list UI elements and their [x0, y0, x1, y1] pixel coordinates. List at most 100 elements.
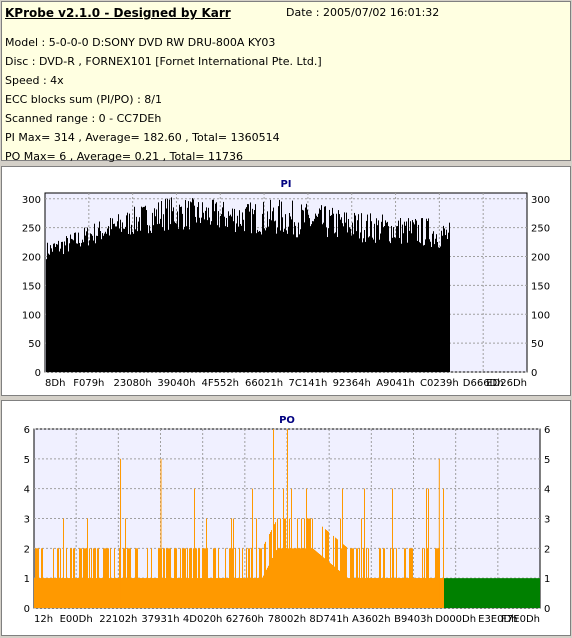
po-bar	[242, 548, 243, 608]
po-bar	[145, 578, 146, 608]
pi-bar	[348, 218, 349, 372]
pi-bar	[279, 199, 280, 372]
po-bar	[147, 548, 148, 608]
po-bar	[441, 578, 442, 608]
po-bar	[135, 548, 136, 608]
x-tick-label: 22102h	[99, 614, 137, 625]
po-bar	[206, 518, 207, 608]
po-bar	[403, 578, 404, 608]
po-bar	[426, 488, 427, 608]
po-bar	[169, 548, 170, 608]
po-bar	[409, 548, 410, 608]
pi-bar	[235, 232, 236, 372]
y-tick-label-left: 150	[22, 281, 41, 292]
pi-bar	[228, 211, 229, 372]
po-bar	[207, 548, 208, 608]
pi-bar	[124, 228, 125, 372]
po-bar	[103, 548, 104, 608]
pi-bar	[86, 231, 87, 372]
pi-bar	[351, 235, 352, 372]
po-bar	[194, 488, 195, 608]
po-bar	[178, 578, 179, 608]
pi-bar	[362, 242, 363, 372]
pi-bar	[283, 231, 284, 372]
pi-bar	[241, 225, 242, 372]
po-bar	[181, 578, 182, 608]
y-tick-label-right: 0	[531, 368, 537, 379]
pi-bar	[386, 222, 387, 372]
po-bar	[80, 548, 81, 608]
po-bar	[45, 578, 46, 608]
pi-bar	[400, 217, 401, 372]
po-bar	[406, 578, 407, 608]
po-bar	[371, 578, 372, 608]
po-bar	[408, 578, 409, 608]
po-bar	[330, 563, 331, 608]
po-bar	[315, 550, 316, 608]
pi-bar	[384, 226, 385, 372]
pi-bar	[188, 201, 189, 372]
pi-bar	[350, 228, 351, 372]
po-bar	[399, 578, 400, 608]
po-bar	[35, 548, 36, 608]
pi-bar	[301, 204, 302, 372]
pi-bar	[117, 221, 118, 372]
po-bar	[389, 578, 390, 608]
pi-bar	[81, 242, 82, 372]
x-tick-label: 4F552h	[201, 378, 239, 389]
pi-bar	[447, 239, 448, 372]
po-bar	[76, 578, 77, 608]
pi-bar	[278, 206, 279, 372]
po-bar	[367, 578, 368, 608]
x-tick-label: 7C141h	[289, 378, 328, 389]
po-bar	[197, 578, 198, 608]
pi-bar	[287, 233, 288, 372]
y-tick-label-left: 0	[24, 604, 30, 615]
po-bar	[98, 548, 99, 608]
po-bar	[318, 553, 319, 608]
pi-bar	[349, 227, 350, 372]
peak-bar	[120, 458, 122, 608]
unscanned-region	[443, 578, 540, 608]
po-bar	[40, 578, 41, 608]
pi-bar	[430, 241, 431, 372]
pi-bar	[299, 234, 300, 372]
po-bar	[369, 578, 370, 608]
po-bar	[187, 548, 188, 608]
pi-bar	[319, 208, 320, 372]
po-bar	[340, 518, 341, 608]
po-bar	[95, 548, 96, 608]
pi-bar	[248, 204, 249, 372]
pi-bar	[133, 233, 134, 372]
po-bar	[54, 578, 55, 608]
po-bar	[104, 548, 105, 608]
po-bar	[345, 546, 346, 608]
pi-bar	[406, 221, 407, 372]
po-bar	[119, 548, 120, 608]
pi-bar	[276, 233, 277, 372]
pi-bar	[416, 220, 417, 372]
po-bar	[249, 548, 250, 608]
po-bar	[338, 569, 339, 608]
pi-bar	[233, 221, 234, 372]
po-bar	[215, 548, 216, 608]
po-bar	[381, 578, 382, 608]
pi-bar	[311, 224, 312, 372]
po-bar	[173, 578, 174, 608]
po-bar	[166, 548, 167, 608]
pi-bar	[48, 253, 49, 372]
pi-bar	[326, 227, 327, 372]
po-bar	[326, 530, 327, 608]
po-bar	[341, 548, 342, 608]
pi-bar	[46, 259, 47, 372]
po-bar	[123, 548, 124, 608]
po-bar	[151, 548, 152, 608]
x-tick-label: 4D020h	[183, 614, 223, 625]
po-bar	[55, 578, 56, 608]
pi-bar	[441, 230, 442, 372]
y-tick-label-right: 0	[544, 604, 550, 615]
po-bar	[213, 548, 214, 608]
pi-bar	[58, 240, 59, 372]
pi-bar	[71, 238, 72, 372]
po-bar	[118, 578, 119, 608]
